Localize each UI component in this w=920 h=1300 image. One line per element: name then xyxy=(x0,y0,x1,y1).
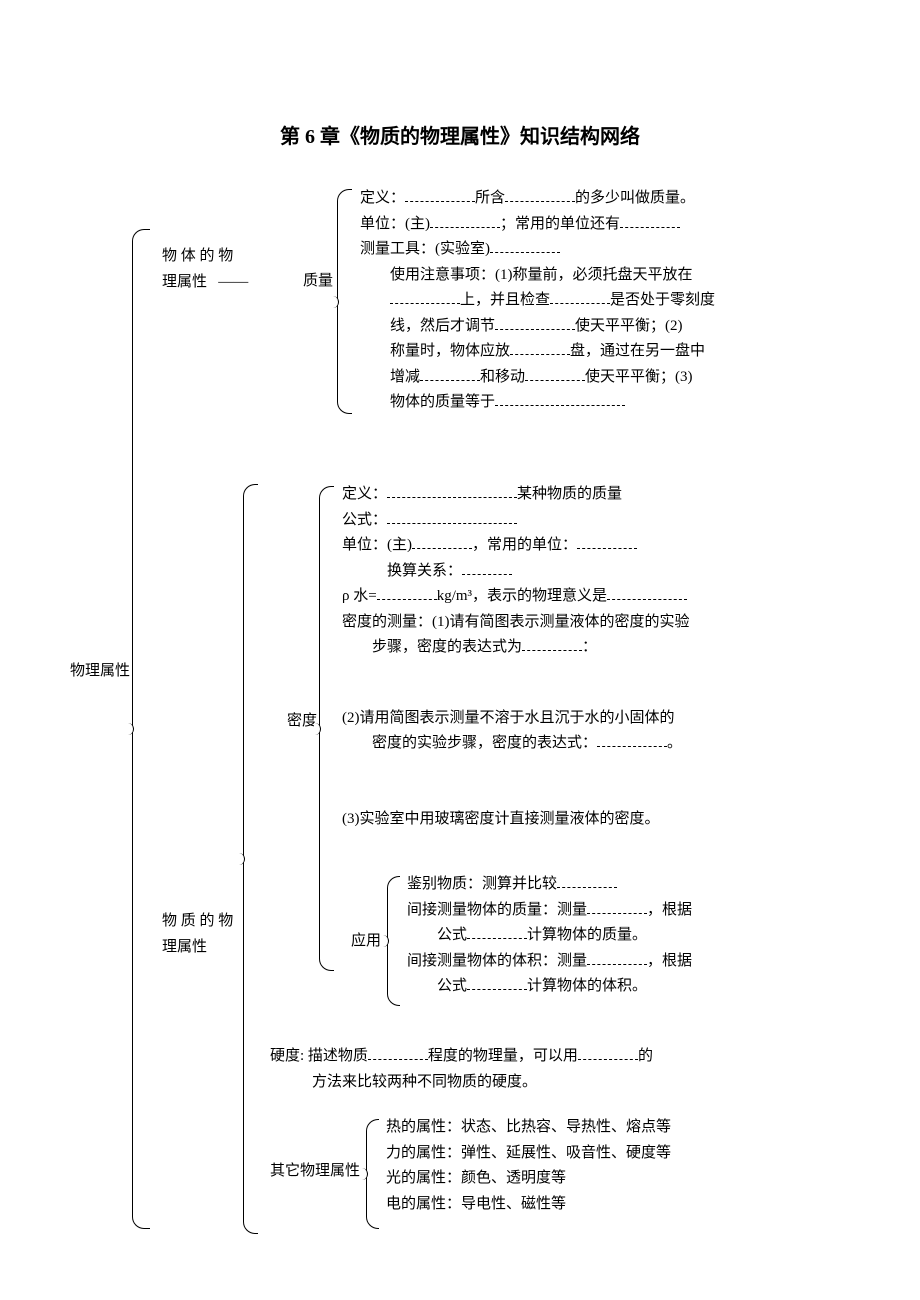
d-meas2: (2)请用简图表示测量不溶于水且沉于水的小固体的 xyxy=(342,706,862,732)
hard-l2: 方法来比较两种不同物质的硬度。 xyxy=(270,1070,860,1096)
d-formula: 公式： xyxy=(342,508,862,534)
b1-notes: 使用注意事项：(1)称量前，必须托盘天平放在 上，并且检查是否处于零刻度 线，然… xyxy=(360,263,860,416)
d-meas1b: 步骤，密度的表达式为： xyxy=(342,635,862,661)
other-l4: 电的属性：导电性、磁性等 xyxy=(386,1192,846,1218)
b1-note2: 线，然后才调节使天平平衡；(2) xyxy=(390,314,860,340)
other-brace xyxy=(366,1119,379,1229)
d-meas2b: 密度的实验步骤，密度的表达式：。 xyxy=(342,731,862,757)
other-content: 热的属性：状态、比热容、导热性、熔点等 力的属性：弹性、延展性、吸音性、硬度等 … xyxy=(386,1115,846,1217)
d-conv: 换算关系： xyxy=(342,559,862,585)
b1-note5: 物体的质量等于 xyxy=(390,390,860,416)
branch1-label2-text: 理属性 xyxy=(162,274,207,290)
app-l2: 间接测量物体的质量：测量，根据 xyxy=(407,898,867,924)
app-l3b: 公式计算物体的体积。 xyxy=(407,974,867,1000)
d-meas3: (3)实验室中用玻璃密度计直接测量液体的密度。 xyxy=(342,807,862,833)
d-unit: 单位：(主)，常用的单位： xyxy=(342,533,862,559)
app-l3: 间接测量物体的体积：测量，根据 xyxy=(407,949,867,975)
knowledge-tree: 物理属性 物 体 的 物 理属性 —— 质量 定义：所含的多少叫做质量。 单位：… xyxy=(70,189,850,1189)
app-l2b: 公式计算物体的质量。 xyxy=(407,923,867,949)
d-def: 定义：某种物质的质量 xyxy=(342,482,862,508)
branch2-brace xyxy=(243,484,258,1234)
hard-l1: 硬度: 描述物质程度的物理量，可以用的 xyxy=(270,1044,860,1070)
other-l1: 热的属性：状态、比热容、导热性、熔点等 xyxy=(386,1115,846,1141)
branch2-label-line1: 物 质 的 物 xyxy=(162,909,233,935)
b1-note-head: 使用注意事项：(1)称量前，必须托盘天平放在 xyxy=(390,263,860,289)
b1-note4: 增减和移动使天平平衡；(3) xyxy=(390,365,860,391)
branch1-label: 物 体 的 物 理属性 —— xyxy=(162,244,248,295)
other-l3: 光的属性：颜色、透明度等 xyxy=(386,1166,846,1192)
branch2-label-line2: 理属性 xyxy=(162,935,233,961)
branch1-brace xyxy=(337,189,352,414)
app-label: 应用 xyxy=(351,929,381,955)
b1-unit: 单位：(主)；常用的单位还有 xyxy=(360,212,860,238)
b1-def: 定义：所含的多少叫做质量。 xyxy=(360,186,860,212)
density-content: 定义：某种物质的质量 公式： 单位：(主)，常用的单位： 换算关系： ρ 水=k… xyxy=(342,482,862,832)
other-l2: 力的属性：弹性、延展性、吸音性、硬度等 xyxy=(386,1141,846,1167)
hardness-content: 硬度: 描述物质程度的物理量，可以用的 方法来比较两种不同物质的硬度。 xyxy=(270,1044,860,1095)
app-brace xyxy=(387,876,400,1006)
b1-note1: 上，并且检查是否处于零刻度 xyxy=(390,288,860,314)
b1-note3: 称量时，物体应放盘，通过在另一盘中 xyxy=(390,339,860,365)
page-title: 第 6 章《物质的物理属性》知识结构网络 xyxy=(70,120,850,149)
other-label: 其它物理属性 xyxy=(270,1159,360,1185)
app-l1: 鉴别物质：测算并比较 xyxy=(407,872,867,898)
root-brace xyxy=(132,229,150,1229)
root-label: 物理属性 xyxy=(70,659,130,685)
b1-tool: 测量工具：(实验室) xyxy=(360,237,860,263)
branch1-label-line1: 物 体 的 物 xyxy=(162,244,248,270)
d-rho: ρ 水=kg/m³，表示的物理意义是 xyxy=(342,584,862,610)
density-brace xyxy=(319,486,334,971)
app-content: 鉴别物质：测算并比较 间接测量物体的质量：测量，根据 公式计算物体的质量。 间接… xyxy=(407,872,867,1000)
branch1-sub-label: 质量 xyxy=(303,269,333,295)
branch2-label: 物 质 的 物 理属性 xyxy=(162,909,233,960)
density-label: 密度 xyxy=(287,709,317,735)
branch1-label-line2: 理属性 —— xyxy=(162,270,248,296)
branch1-content: 定义：所含的多少叫做质量。 单位：(主)；常用的单位还有 测量工具：(实验室) … xyxy=(360,186,860,416)
d-meas1: 密度的测量：(1)请有简图表示测量液体的密度的实验 xyxy=(342,610,862,636)
branch1-connector: —— xyxy=(218,274,248,290)
